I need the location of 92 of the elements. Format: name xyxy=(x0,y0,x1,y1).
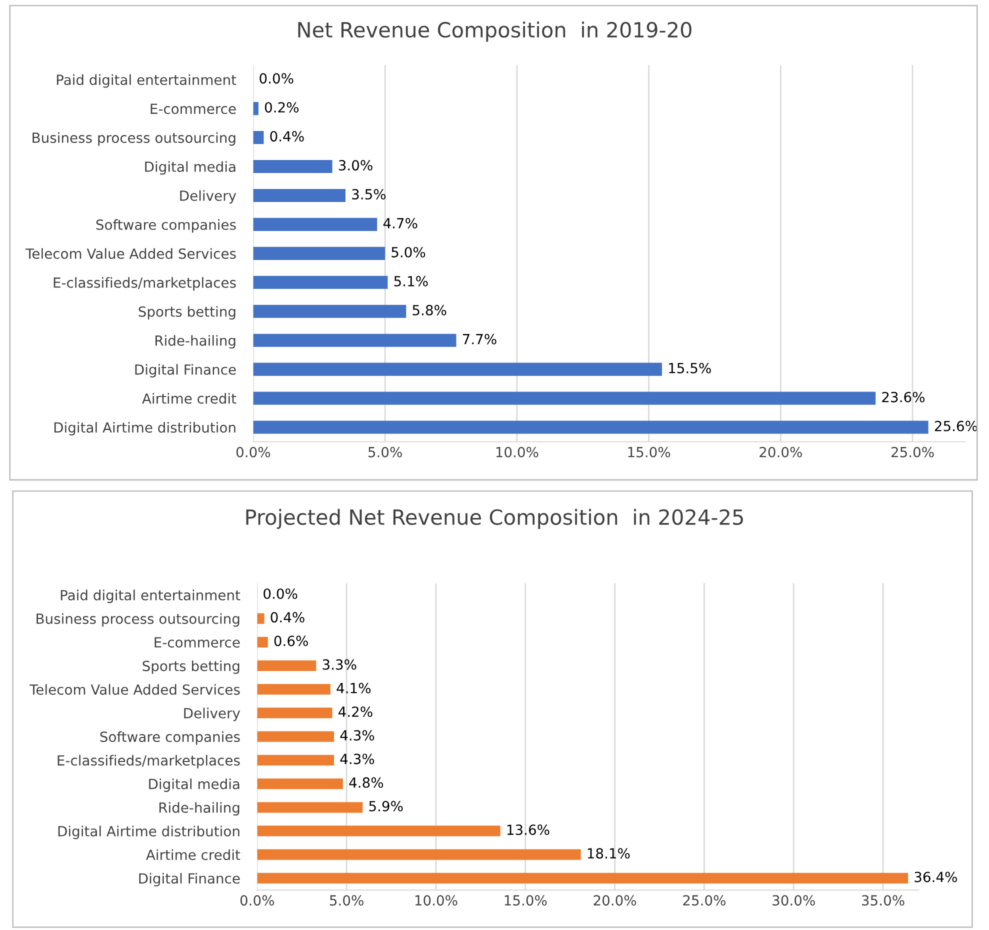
x-tick-label: 20.0% xyxy=(594,895,636,906)
y-tick-label: Ride-hailing xyxy=(159,802,240,816)
data-label: 4.2% xyxy=(338,706,372,717)
bar xyxy=(257,731,334,742)
data-label: 3.5% xyxy=(352,189,386,200)
data-label: 4.3% xyxy=(340,754,374,764)
bar xyxy=(257,826,500,836)
y-tick-label: Ride-hailing xyxy=(155,335,236,349)
chart-title: Net Revenue Composition in 2019-20 xyxy=(298,22,692,42)
y-tick-label: Sports betting xyxy=(142,660,240,674)
data-label: 4.1% xyxy=(336,682,371,694)
y-tick-label: E-classifieds/marketplaces xyxy=(58,754,240,768)
data-label: 4.8% xyxy=(349,777,384,788)
bar xyxy=(253,102,258,116)
bar xyxy=(253,334,456,347)
y-tick-label: Digital media xyxy=(145,161,236,175)
bar xyxy=(257,802,363,813)
bar xyxy=(253,160,332,174)
x-tick-label: 15.0% xyxy=(504,895,547,906)
data-label: 0.4% xyxy=(270,131,304,142)
x-tick-label: 5.0% xyxy=(330,895,364,906)
bar xyxy=(253,392,876,405)
bar xyxy=(257,778,343,790)
bar xyxy=(257,613,264,624)
x-tick-label: 5.0% xyxy=(368,446,402,458)
y-tick-label: Airtime credit xyxy=(142,393,236,404)
data-label: 0.2% xyxy=(264,102,299,113)
bar xyxy=(253,362,662,376)
bar xyxy=(257,660,316,672)
x-tick-label: 20.0% xyxy=(760,446,802,458)
x-tick-label: 0.0% xyxy=(236,446,270,458)
y-tick-label: E-commerce xyxy=(154,637,240,648)
x-tick-label: 35.0% xyxy=(862,895,904,906)
x-tick-label: 0.0% xyxy=(240,895,274,906)
data-label: 5.0% xyxy=(392,246,426,258)
y-tick-label: Business process outsourcing xyxy=(36,613,240,627)
y-tick-label: Delivery xyxy=(184,708,240,722)
bar xyxy=(257,684,330,695)
data-label: 0.0% xyxy=(264,588,298,599)
data-label: 5.8% xyxy=(412,304,446,316)
y-tick-label: Digital Finance xyxy=(139,872,240,886)
chart-title: Projected Net Revenue Composition in 2024-25 xyxy=(246,508,743,530)
bar xyxy=(257,872,908,884)
data-label: 0.6% xyxy=(274,636,308,646)
y-tick-label: E-classifieds/marketplaces xyxy=(54,277,236,291)
y-tick-label: Software companies xyxy=(96,219,236,233)
x-tick-label: 30.0% xyxy=(772,895,815,906)
y-tick-label: E-commerce xyxy=(150,104,236,114)
data-label: 5.9% xyxy=(369,800,403,812)
x-tick-label: 25.0% xyxy=(683,895,726,906)
bar xyxy=(257,636,268,648)
bar xyxy=(253,420,928,434)
x-tick-label: 25.0% xyxy=(891,446,934,458)
data-label: 13.6% xyxy=(507,824,550,836)
y-tick-label: Sports betting xyxy=(138,306,236,320)
y-tick-label: Airtime credit xyxy=(146,849,240,860)
data-label: 4.7% xyxy=(383,218,418,228)
data-label: 7.7% xyxy=(462,334,496,344)
data-label: 4.3% xyxy=(340,730,374,741)
data-label: 18.1% xyxy=(588,848,630,859)
y-tick-label: Delivery xyxy=(180,190,236,204)
y-tick-label: Software companies xyxy=(100,731,240,745)
bar xyxy=(257,754,334,766)
bar xyxy=(253,188,346,202)
data-label: 5.1% xyxy=(394,276,428,286)
y-tick-label: Paid digital entertainment xyxy=(56,74,236,88)
x-tick-label: 15.0% xyxy=(628,446,670,458)
data-label: 36.4% xyxy=(914,872,957,882)
y-tick-label: Business process outsourcing xyxy=(32,132,236,146)
y-tick-label: Digital Airtime distribution xyxy=(54,422,236,436)
data-label: 15.5% xyxy=(669,362,711,374)
bar xyxy=(253,304,406,318)
y-tick-label: Digital media xyxy=(149,778,240,792)
bar xyxy=(257,708,332,718)
x-tick-label: 10.0% xyxy=(415,895,458,906)
data-label: 3.0% xyxy=(338,160,372,171)
y-tick-label: Telecom Value Added Services xyxy=(26,248,236,259)
bar xyxy=(253,218,378,231)
bar xyxy=(257,849,581,860)
bar xyxy=(253,276,388,289)
bar xyxy=(253,131,264,144)
y-tick-label: Digital Airtime distribution xyxy=(58,826,240,840)
bar xyxy=(253,246,386,260)
x-tick-label: 10.0% xyxy=(496,446,538,458)
data-label: 3.3% xyxy=(322,659,356,670)
data-label: 25.6% xyxy=(934,420,978,432)
data-label: 0.4% xyxy=(270,612,304,623)
y-tick-label: Telecom Value Added Services xyxy=(29,684,240,695)
data-label: 0.0% xyxy=(260,73,294,84)
y-tick-label: Digital Finance xyxy=(135,364,236,378)
y-tick-label: Paid digital entertainment xyxy=(60,590,240,604)
data-label: 23.6% xyxy=(882,392,925,402)
